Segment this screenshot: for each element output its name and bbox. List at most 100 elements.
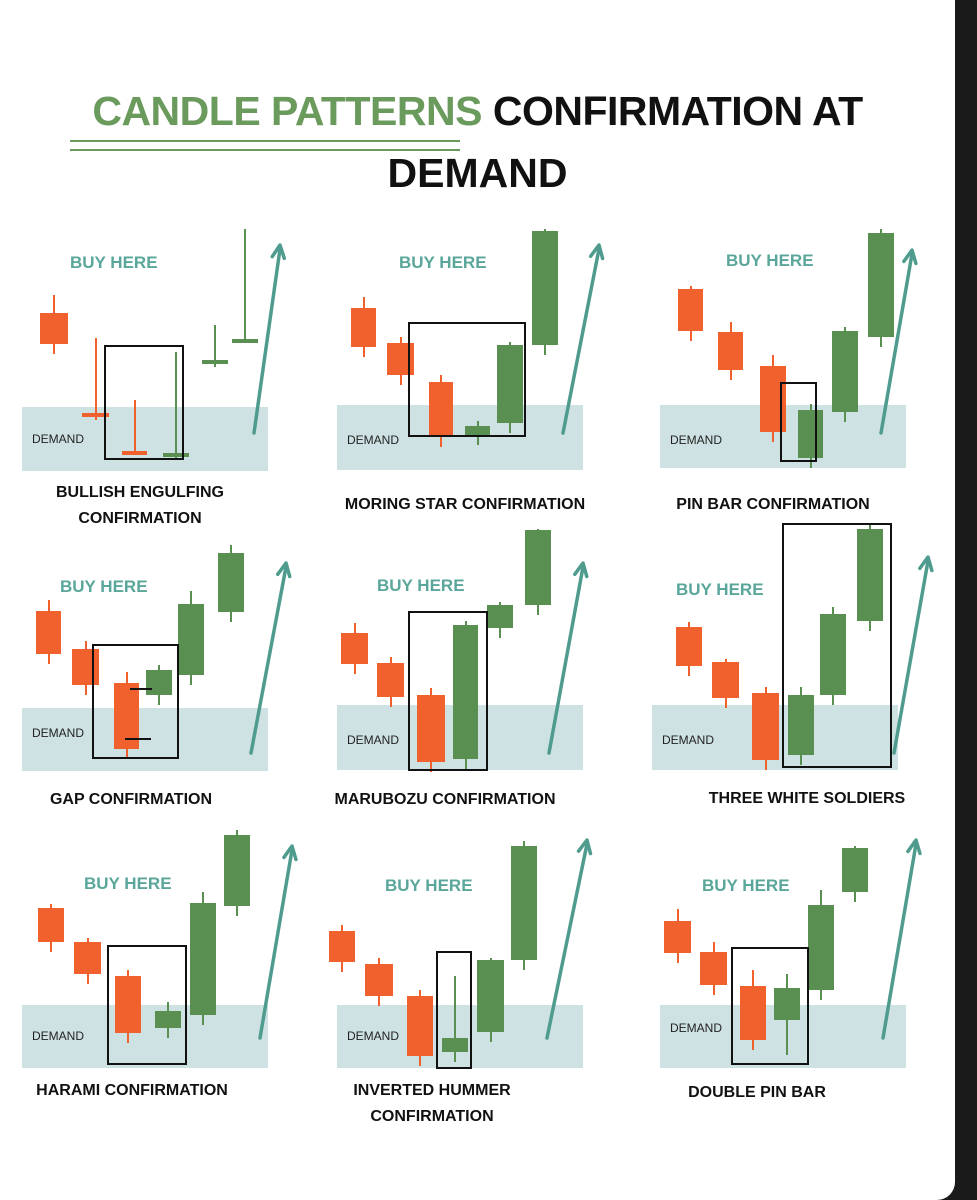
candle-body	[842, 848, 868, 892]
candle-body	[700, 952, 727, 985]
candle-body	[202, 360, 228, 364]
candle-wick	[214, 325, 216, 367]
gap-marker-line	[130, 688, 152, 690]
caption-line: CONFIRMATION	[78, 510, 202, 527]
candle-body	[511, 846, 537, 960]
demand-zone	[337, 405, 583, 470]
candle-body	[477, 960, 504, 1032]
candle-body	[351, 308, 376, 347]
demand-label: DEMAND	[670, 433, 723, 447]
pattern-highlight-box	[782, 523, 892, 768]
pin-bar-wick	[810, 410, 812, 460]
up-arrow-icon	[881, 838, 922, 1040]
candle-wick	[133, 400, 136, 455]
candle-body	[224, 835, 250, 906]
pattern-caption: DOUBLE PIN BAR	[607, 1080, 907, 1106]
up-arrow-icon	[561, 243, 605, 435]
pattern-caption: INVERTED HUMMER CONFIRMATION	[282, 1078, 582, 1130]
candle-body	[218, 553, 244, 612]
title-underline	[70, 140, 460, 151]
candle-body	[115, 976, 141, 1033]
candle-body	[329, 931, 355, 962]
candle-body	[155, 1011, 181, 1028]
up-arrow-icon	[249, 561, 292, 755]
candle-body	[74, 942, 101, 974]
caption-line: GAP CONFIRMATION	[49, 791, 213, 808]
pattern-panel-pin-bar: DEMAND BUY HERE PIN BAR CONFIRMATION	[660, 225, 940, 535]
candle-body	[678, 289, 703, 331]
candle-body	[868, 233, 894, 337]
candle-body	[40, 313, 68, 344]
candle-body	[122, 451, 147, 455]
candle-body	[712, 662, 739, 698]
caption-line: DOUBLE PIN BAR	[688, 1084, 826, 1101]
candle-wick	[94, 338, 97, 420]
pattern-highlight-box	[780, 382, 817, 462]
candle-body	[788, 695, 814, 755]
candle-body	[752, 693, 779, 760]
candle-body	[190, 903, 216, 1015]
gap-marker-line	[125, 738, 151, 740]
buy-here-label: BUY HERE	[70, 253, 158, 272]
buy-here-label: BUY HERE	[385, 876, 473, 895]
candle-body	[72, 649, 99, 685]
candle-body	[676, 627, 702, 666]
page-title: CANDLE PATTERNS CONFIRMATION AT	[0, 88, 955, 135]
candle-body	[36, 611, 61, 654]
demand-zone	[22, 1005, 268, 1068]
caption-line: THREE WHITE SOLDIERS	[708, 790, 906, 807]
candle-body	[465, 426, 490, 435]
demand-label: DEMAND	[347, 733, 400, 747]
candle-body	[808, 905, 834, 990]
buy-here-label: BUY HERE	[676, 580, 764, 599]
candle-body	[178, 604, 204, 675]
candle-body	[532, 231, 558, 345]
pattern-caption: PIN BAR CONFIRMATION	[623, 492, 923, 518]
pattern-highlight-box	[408, 322, 526, 437]
caption-line: INVERTED HUMMER	[353, 1082, 511, 1099]
demand-zone	[22, 407, 268, 471]
pattern-highlight-box	[92, 644, 179, 759]
pattern-caption: BULLISH ENGULFING CONFIRMATION	[0, 480, 290, 532]
pattern-caption: HARAMI CONFIRMATION	[0, 1078, 282, 1104]
candle-body	[453, 625, 478, 759]
demand-label: DEMAND	[347, 1029, 400, 1043]
caption-line: MARUBOZU CONFIRMATION	[334, 791, 556, 808]
pattern-caption: MARUBOZU CONFIRMATION	[295, 787, 595, 813]
candle-body	[487, 605, 513, 628]
candle-body	[832, 331, 858, 412]
up-arrow-icon	[892, 555, 934, 755]
up-arrow-icon	[547, 561, 589, 755]
pattern-panel-marubozu: DEMAND BUY HERE MARUBOZU CONFIRMATION	[334, 529, 617, 855]
pattern-highlight-box	[731, 947, 809, 1065]
candle-body	[525, 530, 551, 605]
pattern-panel-three-white-soldiers: DEMAND BUY HERE THREE WHITE SOLDIERS	[652, 523, 934, 855]
infographic-card: CANDLE PATTERNS CONFIRMATION AT DEMAND D…	[0, 0, 955, 1200]
up-arrow-icon	[258, 844, 298, 1040]
candle-body	[232, 339, 258, 343]
caption-line: CONFIRMATION	[370, 1108, 494, 1125]
up-arrow-icon	[252, 243, 287, 435]
candle-body	[442, 1038, 468, 1052]
candle-body	[417, 695, 445, 762]
candle-body	[38, 908, 64, 942]
pattern-highlight-box	[107, 945, 187, 1065]
pattern-highlight-box	[436, 951, 472, 1069]
candle-body	[377, 663, 404, 697]
candle-body	[664, 921, 691, 953]
caption-line: PIN BAR CONFIRMATION	[676, 496, 870, 513]
candle-wick	[454, 976, 456, 1062]
demand-label: DEMAND	[32, 432, 85, 446]
pattern-panel-inverted-hammer: DEMAND BUY HERE INVERTED HUMMER CONFIRMATIO…	[329, 830, 617, 1140]
demand-label: DEMAND	[32, 1029, 85, 1043]
pattern-panel-bullish-engulfing: DEMAND BUY HERE BULLISH ENGULFING CONFIRMAT…	[22, 225, 302, 535]
demand-label: DEMAND	[32, 726, 85, 740]
pattern-caption: THREE WHITE SOLDIERS	[657, 786, 955, 812]
pattern-panel-morning-star: DEMAND BUY HERE MORING STAR CONFIRMATION	[337, 225, 617, 535]
pin-bar-wick	[786, 975, 788, 1055]
pattern-highlight-box	[408, 611, 488, 771]
candle-body	[718, 332, 743, 370]
pattern-highlight-box	[104, 345, 184, 460]
demand-zone	[337, 1005, 583, 1068]
caption-line: HARAMI CONFIRMATION	[36, 1082, 228, 1099]
